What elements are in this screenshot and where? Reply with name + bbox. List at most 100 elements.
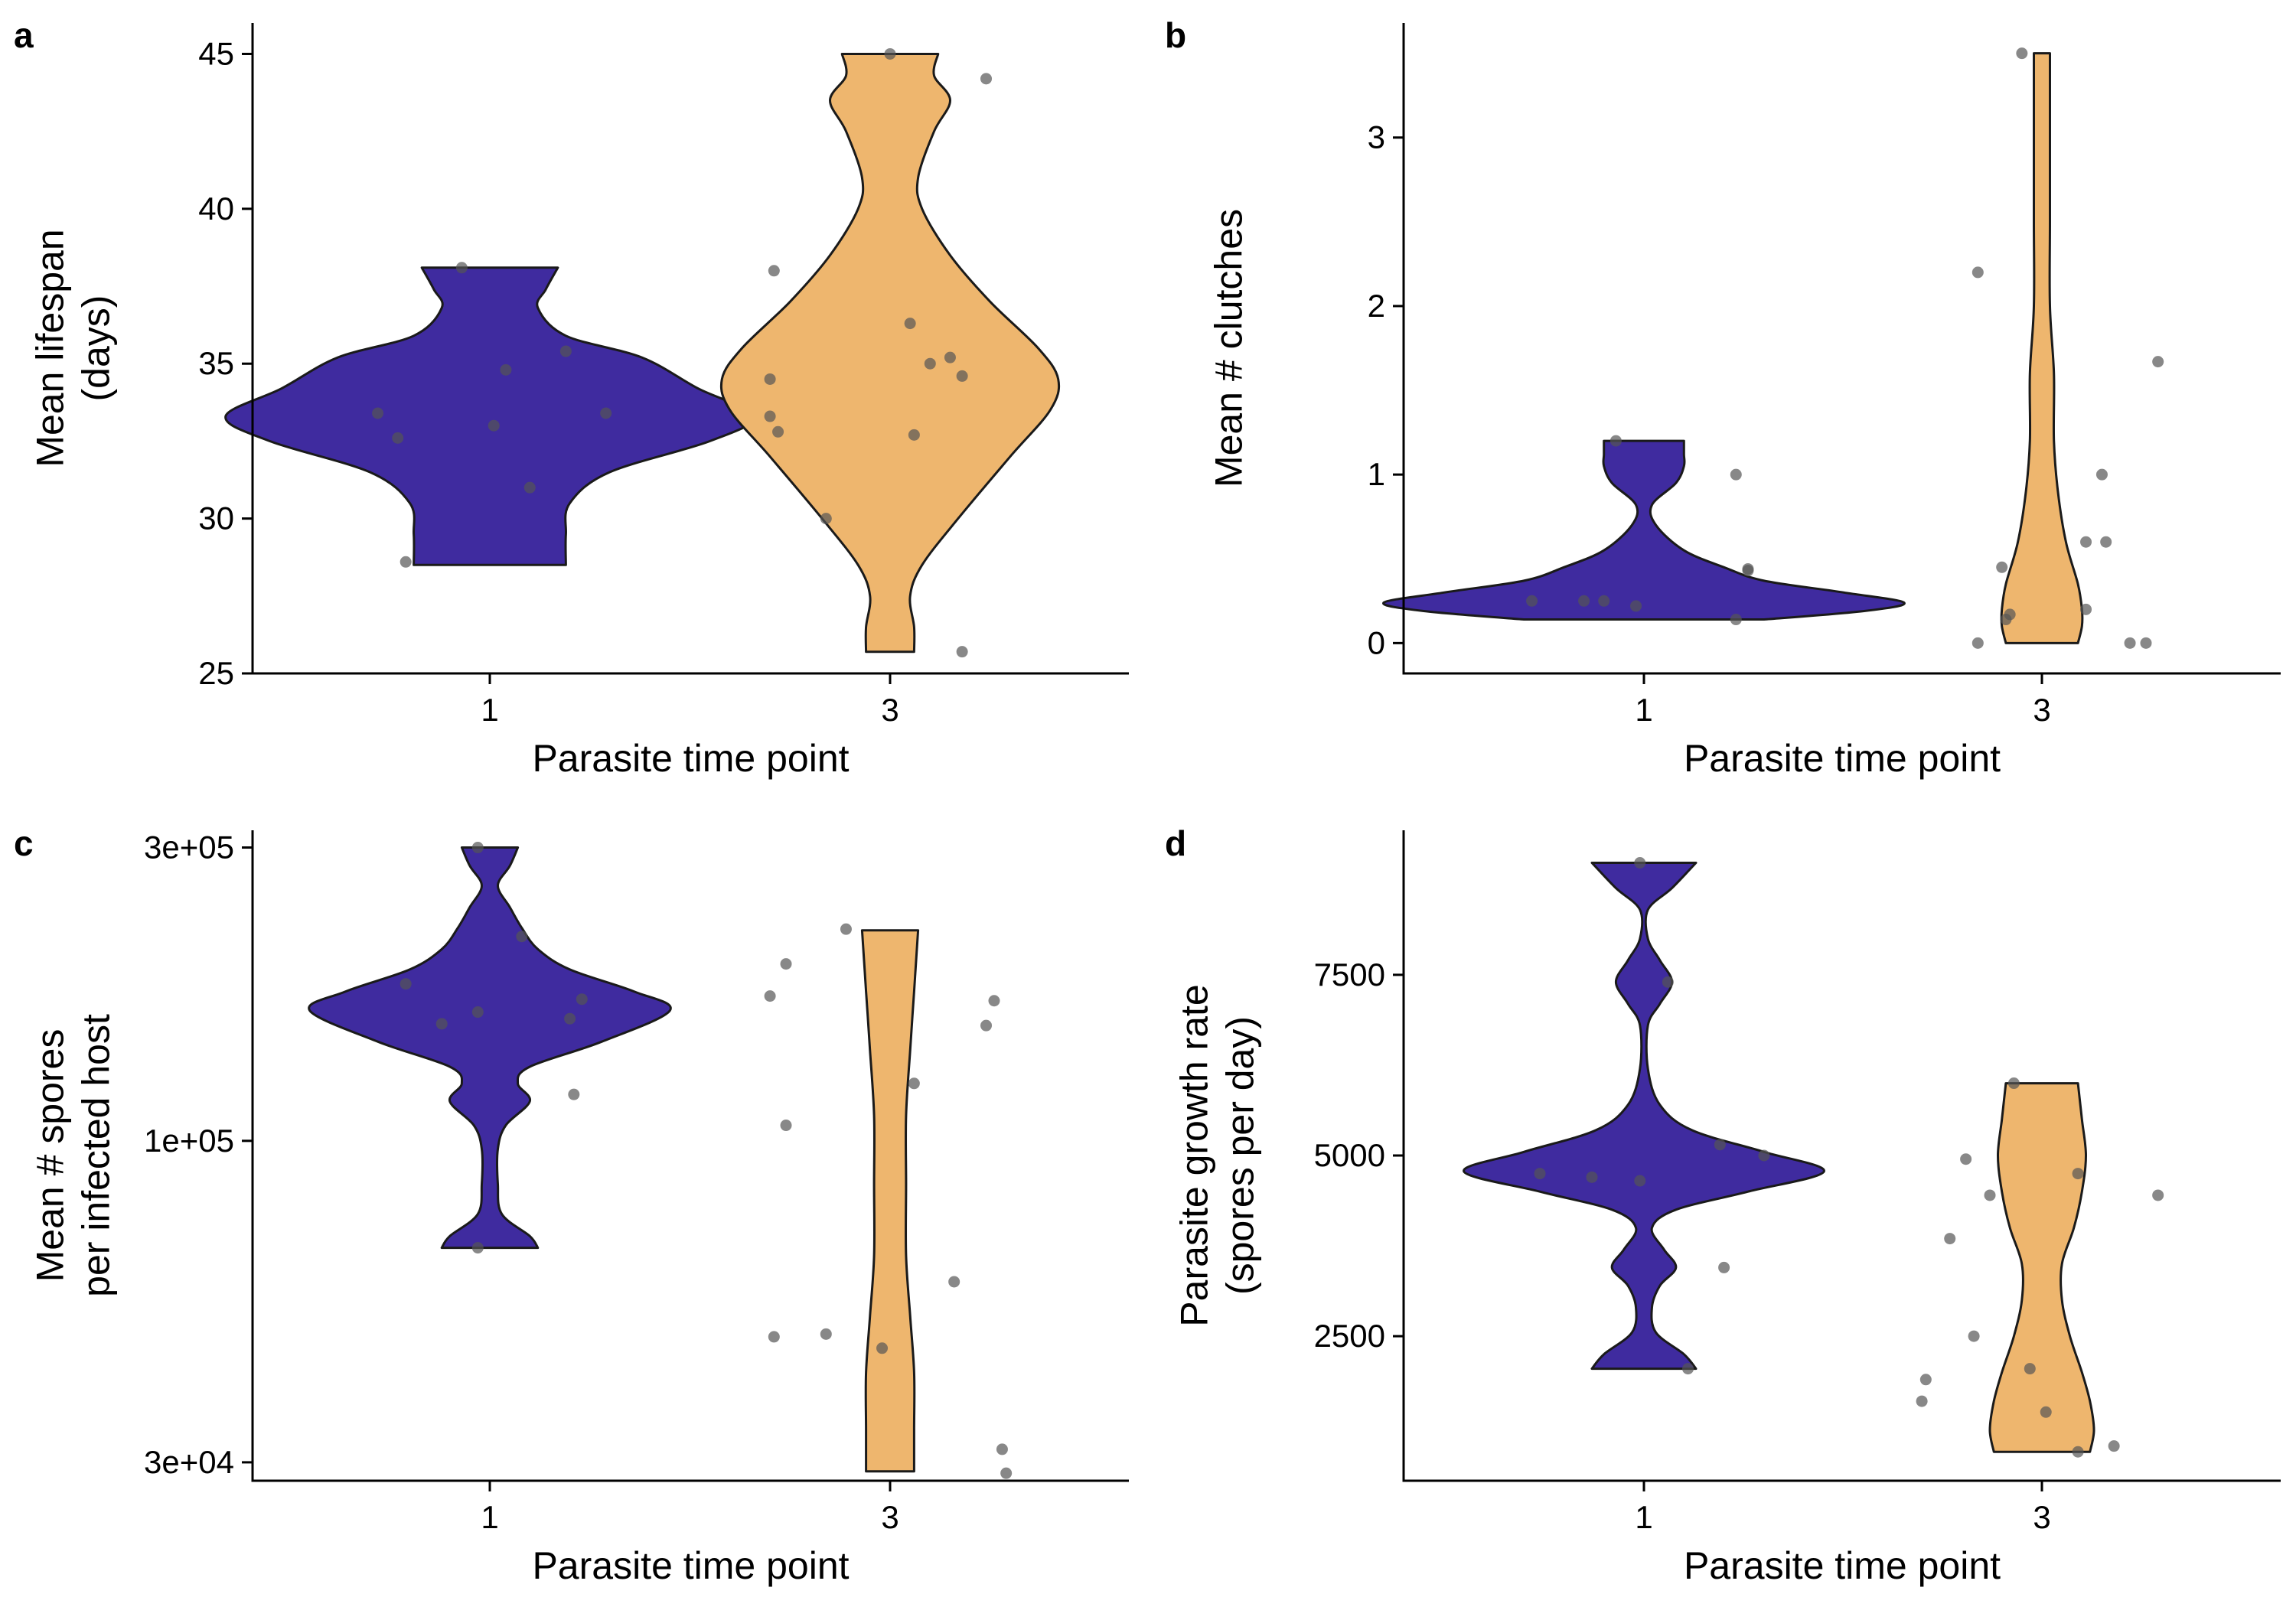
y-tick-label: 40 (198, 191, 234, 227)
data-point (1984, 1189, 1996, 1201)
panel-letter: d (1165, 823, 1186, 863)
y-axis-title: Mean lifespan (29, 229, 72, 467)
y-axis-title: (spores per day) (1219, 1016, 1262, 1295)
data-point (1730, 468, 1742, 481)
data-point (1634, 857, 1646, 869)
data-point (1916, 1395, 1928, 1407)
data-point (455, 262, 468, 274)
x-axis-title: Parasite time point (532, 737, 849, 780)
data-point (884, 47, 896, 60)
y-axis-title: Parasite growth rate (1173, 984, 1216, 1326)
data-point (1718, 1261, 1730, 1273)
data-point (2108, 1440, 2120, 1452)
data-point (876, 1342, 889, 1354)
violin-timepoint-1 (308, 846, 672, 1250)
y-tick-label: 25 (198, 655, 234, 691)
data-point (768, 265, 780, 277)
x-tick-label: 1 (1635, 1499, 1652, 1535)
violin-timepoint-3 (1988, 1082, 2095, 1453)
data-point (948, 1276, 960, 1288)
violin-timepoint-3 (719, 53, 1061, 654)
data-point (2080, 536, 2092, 548)
data-point (600, 407, 612, 419)
y-tick-label: 35 (198, 345, 234, 381)
data-point (392, 432, 404, 444)
y-tick-label: 3e+05 (144, 830, 234, 865)
data-point (2080, 603, 2092, 615)
violin-timepoint-1 (1382, 439, 1906, 621)
y-tick-label: 45 (198, 35, 234, 71)
data-point (1578, 595, 1590, 607)
data-point (764, 410, 776, 422)
data-point (1662, 976, 1674, 988)
x-tick-label: 3 (2033, 1499, 2050, 1535)
data-point (1634, 1175, 1646, 1187)
data-point (924, 357, 936, 370)
data-point (372, 407, 384, 419)
data-point (1996, 561, 2008, 573)
data-point (908, 429, 920, 441)
y-tick-label: 3e+04 (144, 1444, 234, 1480)
data-point (1534, 1168, 1546, 1180)
panel-a: a 25 30 35 40 45 1 3 Parasite time point Mean lif… (14, 15, 1129, 780)
data-point (2152, 1189, 2164, 1201)
data-point (2004, 608, 2016, 621)
x-axis-title: Parasite time point (532, 1544, 849, 1587)
data-point (2040, 1406, 2052, 1418)
data-point (980, 1019, 993, 1032)
data-point (564, 1012, 576, 1025)
data-point (1714, 1139, 1726, 1151)
data-point (1971, 266, 1984, 279)
data-point (768, 1331, 780, 1343)
data-point (980, 73, 993, 85)
data-point (780, 958, 792, 970)
data-point (523, 481, 536, 494)
data-point (2100, 536, 2112, 548)
violin-timepoint-1 (1463, 862, 1825, 1371)
y-tick-label: 30 (198, 500, 234, 536)
y-tick-label: 1e+05 (144, 1123, 234, 1159)
data-point (908, 1077, 920, 1090)
data-point (1971, 637, 1984, 649)
data-point (400, 556, 412, 568)
data-point (820, 513, 832, 525)
data-point (1742, 565, 1754, 577)
data-point (488, 419, 500, 432)
data-point (956, 370, 968, 382)
panel-letter: a (14, 15, 34, 55)
data-point (772, 425, 784, 438)
data-point (944, 351, 956, 363)
data-point (2124, 637, 2136, 649)
y-tick-label: 7500 (1314, 957, 1385, 993)
data-point (1960, 1153, 1972, 1165)
data-point (1000, 1467, 1013, 1479)
data-point (559, 345, 572, 357)
y-tick-label: 1 (1368, 456, 1385, 492)
x-tick-label: 3 (881, 1499, 899, 1535)
panel-d: d 2500 5000 7500 1 3 Parasite time point Parasi… (1165, 823, 2281, 1587)
data-point (956, 646, 968, 658)
data-point (516, 931, 528, 943)
data-point (400, 978, 412, 990)
data-point (820, 1328, 832, 1340)
data-point (1944, 1233, 1956, 1245)
panel-c: c 3e+04 1e+05 3e+05 1 3 Parasite time point Mea… (14, 823, 1129, 1587)
y-axis-title: per infected host (75, 1014, 118, 1297)
data-point (2072, 1446, 2084, 1458)
y-tick-label: 0 (1368, 624, 1385, 660)
data-point (2016, 47, 2028, 60)
y-tick-label: 3 (1368, 119, 1385, 155)
data-point (764, 990, 776, 1002)
data-point (2152, 356, 2164, 368)
y-axis-title: Mean # spores (29, 1029, 72, 1283)
x-tick-label: 1 (481, 692, 498, 728)
data-point (780, 1120, 792, 1132)
data-point (2072, 1168, 2084, 1180)
y-tick-label: 2 (1368, 288, 1385, 324)
data-point (471, 1006, 484, 1019)
violin-timepoint-3 (860, 929, 920, 1473)
data-point (2007, 1077, 2020, 1090)
data-point (840, 923, 852, 935)
panel-letter: c (14, 823, 34, 863)
